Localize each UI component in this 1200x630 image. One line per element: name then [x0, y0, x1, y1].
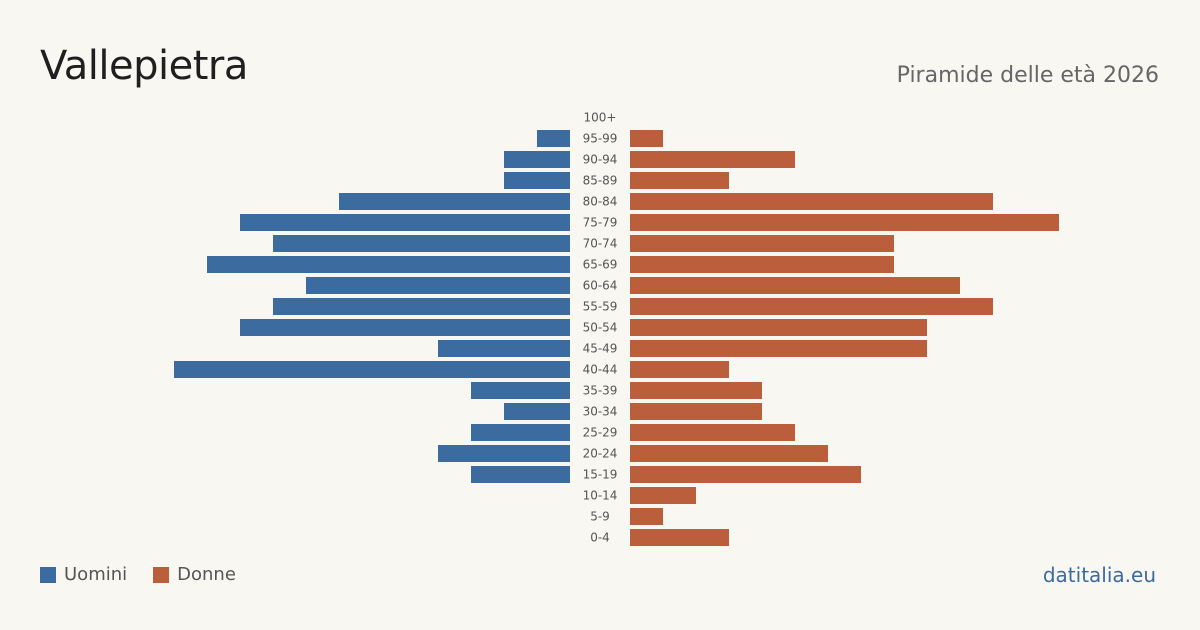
bar-women-80-84 — [630, 193, 993, 210]
age-label-90-94: 90-94 — [583, 153, 618, 167]
age-label-55-59: 55-59 — [583, 300, 618, 314]
bar-men-25-29 — [471, 424, 570, 441]
bar-women-85-89 — [630, 172, 729, 189]
bar-women-15-19 — [630, 466, 861, 483]
legend: Uomini Donne — [40, 564, 262, 585]
legend-item-men: Uomini — [40, 564, 127, 585]
bar-women-20-24 — [630, 445, 828, 462]
bar-men-35-39 — [471, 382, 570, 399]
bar-men-60-64 — [306, 277, 570, 294]
age-label-5-9: 5-9 — [590, 510, 610, 524]
bar-women-35-39 — [630, 382, 762, 399]
legend-label-men: Uomini — [64, 564, 128, 585]
chart-subtitle: Piramide delle età 2026 — [896, 63, 1159, 88]
bar-men-30-34 — [504, 403, 570, 420]
bar-men-95-99 — [537, 130, 570, 147]
age-label-40-44: 40-44 — [583, 363, 618, 377]
age-label-95-99: 95-99 — [583, 132, 618, 146]
legend-swatch-men — [40, 566, 56, 583]
bar-men-55-59 — [273, 298, 570, 315]
age-label-20-24: 20-24 — [583, 447, 618, 461]
legend-swatch-women — [153, 566, 170, 583]
bar-men-80-84 — [339, 193, 570, 210]
age-label-0-4: 0-4 — [590, 531, 610, 545]
age-label-70-74: 70-74 — [583, 237, 618, 251]
bar-women-90-94 — [630, 151, 795, 168]
bar-women-60-64 — [630, 277, 960, 294]
age-label-35-39: 35-39 — [583, 384, 618, 398]
age-label-75-79: 75-79 — [583, 216, 618, 230]
bar-men-70-74 — [273, 235, 570, 252]
source-link[interactable]: datitalia.eu — [1042, 563, 1156, 587]
bar-women-75-79 — [630, 214, 1059, 231]
chart-title: Vallepietra — [40, 43, 248, 89]
bar-women-55-59 — [630, 298, 993, 315]
bar-men-40-44 — [174, 361, 570, 378]
bar-men-50-54 — [240, 319, 570, 336]
bar-men-20-24 — [438, 445, 570, 462]
bar-men-90-94 — [504, 151, 570, 168]
bar-women-65-69 — [630, 256, 894, 273]
age-label-80-84: 80-84 — [583, 195, 618, 209]
age-label-50-54: 50-54 — [583, 321, 618, 335]
age-label-25-29: 25-29 — [583, 426, 618, 440]
bar-women-30-34 — [630, 403, 762, 420]
bar-women-50-54 — [630, 319, 927, 336]
legend-label-women: Donne — [177, 564, 236, 585]
age-label-45-49: 45-49 — [583, 342, 618, 356]
age-label-65-69: 65-69 — [583, 258, 618, 272]
bar-women-0-4 — [630, 529, 729, 546]
age-label-30-34: 30-34 — [583, 405, 618, 419]
bar-women-70-74 — [630, 235, 894, 252]
bar-men-45-49 — [438, 340, 570, 357]
bar-men-65-69 — [207, 256, 570, 273]
age-label-10-14: 10-14 — [583, 489, 618, 503]
bar-men-15-19 — [471, 466, 570, 483]
age-label-100+: 100+ — [584, 111, 617, 125]
age-label-60-64: 60-64 — [583, 279, 618, 293]
legend-item-women: Donne — [153, 564, 236, 585]
bar-men-75-79 — [240, 214, 570, 231]
bar-women-10-14 — [630, 487, 696, 504]
age-label-85-89: 85-89 — [583, 174, 618, 188]
bar-women-5-9 — [630, 508, 663, 525]
bar-women-25-29 — [630, 424, 795, 441]
age-label-15-19: 15-19 — [583, 468, 618, 482]
bar-women-45-49 — [630, 340, 927, 357]
bar-women-95-99 — [630, 130, 663, 147]
bar-women-40-44 — [630, 361, 729, 378]
bar-men-85-89 — [504, 172, 570, 189]
